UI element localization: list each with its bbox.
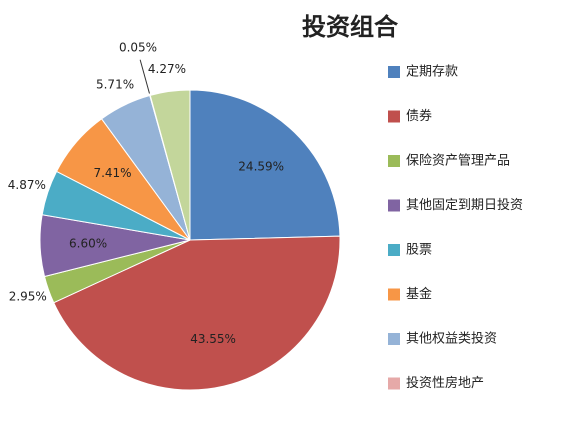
legend-swatch (388, 110, 400, 123)
legend-label: 其他固定到期日投资 (406, 197, 523, 213)
data-label: 0.05% (119, 41, 157, 55)
legend-swatch (388, 155, 400, 167)
legend-label: 债券 (406, 108, 432, 124)
legend-swatch (388, 288, 400, 301)
data-label: 43.55% (190, 332, 236, 346)
legend-label: 定期存款 (406, 65, 458, 80)
legend-label: 基金 (406, 286, 432, 302)
legend-swatch (388, 244, 400, 256)
legend-swatch (388, 199, 400, 212)
legend-label: 其他权益类投资 (406, 331, 497, 347)
legend-swatch (388, 377, 400, 390)
data-label: 6.60% (69, 236, 107, 250)
data-label: 4.87% (8, 178, 46, 192)
legend-label: 股票 (406, 243, 432, 258)
pie-slice (189, 89, 341, 241)
chart-title: 投资组合 (302, 13, 399, 41)
legend-label: 保险资产管理产品 (406, 154, 510, 169)
data-label: 24.59% (238, 159, 284, 173)
data-label: 7.41% (93, 166, 131, 180)
pie-slice (149, 89, 191, 241)
legend-swatch (388, 66, 400, 78)
leader-line (139, 59, 150, 94)
legend-label: 投资性房地产 (406, 375, 484, 391)
legend-swatch (388, 333, 400, 345)
data-label: 2.95% (9, 290, 47, 304)
data-label: 4.27% (148, 62, 186, 76)
data-label: 5.71% (96, 78, 134, 92)
pie-slice (53, 235, 341, 391)
